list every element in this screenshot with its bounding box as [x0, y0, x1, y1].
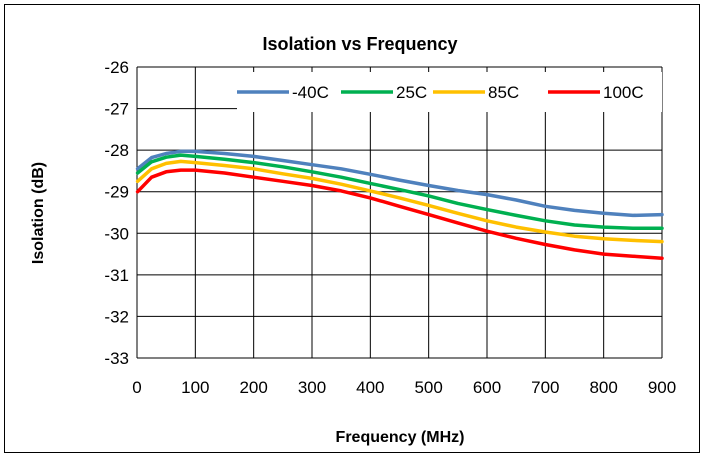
legend-label: -40C [292, 83, 329, 102]
legend-label: 100C [603, 83, 644, 102]
y-tick-label: -26 [104, 58, 129, 77]
y-tick-label: -31 [104, 266, 129, 285]
series-lines [135, 149, 664, 260]
series-line-100C [135, 168, 664, 260]
x-axis-label: Frequency (MHz) [336, 429, 465, 446]
legend-label: 85C [488, 83, 519, 102]
x-tick-label: 300 [298, 378, 326, 397]
x-tick-label: 100 [181, 378, 209, 397]
x-tick-label: 700 [531, 378, 559, 397]
y-tick-label: -27 [104, 100, 129, 119]
y-tick-label: -32 [104, 307, 129, 326]
x-tick-label: 800 [589, 378, 617, 397]
x-tick-labels: 0 100 200 300 400 500 600 700 800 900 [132, 378, 676, 397]
y-tick-labels: -26 -27 -28 -29 -30 -31 -32 -33 [104, 58, 129, 368]
chart-title: Isolation vs Frequency [262, 34, 457, 54]
grid [136, 66, 663, 359]
x-tick-label: 400 [356, 378, 384, 397]
y-tick-label: -28 [104, 141, 129, 160]
x-tick-label: 500 [414, 378, 442, 397]
x-tick-label: 200 [239, 378, 267, 397]
y-tick-label: -30 [104, 224, 129, 243]
x-tick-label: 900 [648, 378, 676, 397]
y-tick-label: -33 [104, 349, 129, 368]
x-tick-label: 600 [473, 378, 501, 397]
y-axis-label: Isolation (dB) [30, 162, 47, 264]
series-line-25C [135, 153, 664, 231]
y-tick-label: -29 [104, 183, 129, 202]
series-line-85C [135, 159, 664, 244]
x-tick-label: 0 [132, 378, 141, 397]
series-line--40C [135, 149, 664, 218]
legend: -40C 25C 85C 100C [237, 72, 662, 112]
legend-label: 25C [396, 83, 427, 102]
